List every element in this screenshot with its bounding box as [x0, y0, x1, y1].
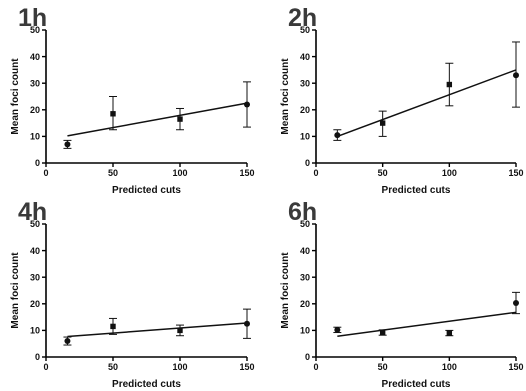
y-axis-label: Mean foci count — [280, 58, 291, 135]
fit-line — [67, 102, 248, 137]
fit-line — [337, 311, 517, 337]
x-tick-label: 150 — [508, 362, 523, 372]
y-tick-label: 20 — [30, 105, 40, 115]
y-tick-label: 10 — [30, 132, 40, 142]
y-axis-label: Mean foci count — [280, 252, 291, 329]
y-tick-label: 50 — [300, 25, 310, 35]
y-tick-label: 20 — [300, 299, 310, 309]
x-tick-label: 0 — [43, 168, 48, 178]
y-tick-label: 40 — [30, 52, 40, 62]
data-point-circle — [513, 72, 519, 79]
panel-title: 6h — [288, 198, 317, 226]
x-tick-label: 50 — [378, 362, 388, 372]
fit-line — [337, 69, 517, 138]
fit-line — [67, 322, 248, 338]
data-point-circle — [64, 338, 71, 345]
x-tick-label: 50 — [108, 168, 118, 178]
data-point-circle — [513, 300, 519, 307]
y-tick-label: 50 — [30, 25, 40, 35]
y-tick-label: 30 — [300, 272, 310, 282]
data-point-square — [446, 330, 453, 336]
y-tick-label: 0 — [305, 158, 310, 168]
panel-title: 2h — [288, 4, 317, 32]
x-tick-label: 50 — [108, 362, 118, 372]
y-tick-label: 10 — [30, 326, 40, 336]
data-point-square — [379, 120, 386, 126]
x-tick-label: 0 — [313, 362, 318, 372]
y-tick-label: 40 — [30, 246, 40, 256]
x-axis-label: Predicted cuts — [112, 185, 181, 196]
data-point-square — [379, 329, 386, 336]
y-tick-label: 40 — [300, 246, 310, 256]
panel-title: 4h — [18, 198, 47, 226]
y-tick-label: 40 — [300, 52, 310, 62]
y-tick-label: 10 — [300, 326, 310, 336]
data-point-circle — [334, 326, 341, 333]
panel-title: 1h — [18, 4, 47, 32]
y-tick-label: 50 — [300, 219, 310, 229]
x-tick-label: 0 — [313, 168, 318, 178]
y-tick-label: 20 — [30, 299, 40, 309]
x-tick-label: 100 — [442, 362, 457, 372]
data-point-circle — [64, 141, 71, 148]
data-point-circle — [334, 132, 341, 139]
x-tick-label: 150 — [508, 168, 523, 178]
x-tick-label: 100 — [442, 168, 457, 178]
panel-3: 0 10 20 30 40 50 0 50 100 150 4h Predicted cuts Mean… — [10, 198, 255, 390]
y-tick-label: 50 — [30, 219, 40, 229]
y-tick-label: 0 — [35, 158, 40, 168]
panel-2: 0 10 20 30 40 50 0 50 100 150 2h Predicted cuts Mean… — [280, 4, 524, 196]
x-tick-label: 0 — [43, 362, 48, 372]
y-tick-label: 30 — [30, 78, 40, 88]
y-tick-label: 0 — [305, 352, 310, 362]
data-point-square — [177, 327, 183, 334]
panel-4: 0 10 20 30 40 50 0 50 100 150 6h Predicted cuts Mean… — [280, 198, 524, 390]
y-tick-label: 20 — [300, 105, 310, 115]
y-tick-label: 10 — [300, 132, 310, 142]
x-axis-label: Predicted cuts — [382, 185, 451, 196]
x-tick-label: 150 — [239, 168, 254, 178]
panel-1: 0 10 20 30 40 50 0 50 100 150 1h Predicted cuts Mean… — [10, 4, 255, 196]
x-tick-label: 50 — [378, 168, 388, 178]
x-tick-label: 100 — [172, 362, 187, 372]
x-axis-label: Predicted cuts — [382, 379, 451, 390]
data-point-circle — [244, 320, 250, 327]
data-point-square — [446, 81, 453, 88]
x-tick-label: 150 — [239, 362, 254, 372]
data-point-circle — [244, 101, 250, 108]
x-axis-label: Predicted cuts — [112, 379, 181, 390]
data-point-square — [110, 111, 116, 117]
y-tick-label: 0 — [35, 352, 40, 362]
y-tick-label: 30 — [30, 272, 40, 282]
y-axis-label: Mean foci count — [10, 58, 21, 135]
data-point-square — [110, 323, 116, 330]
y-tick-label: 30 — [300, 78, 310, 88]
x-tick-label: 100 — [172, 168, 187, 178]
data-point-square — [177, 116, 183, 122]
y-axis-label: Mean foci count — [10, 252, 21, 329]
